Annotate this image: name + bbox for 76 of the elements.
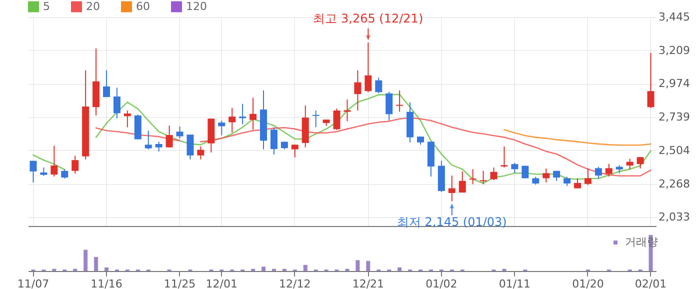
candlestick [574,178,581,189]
candlestick [103,70,110,98]
candlestick [542,168,550,183]
y-tick-label: 3,209 [658,44,690,57]
candlestick [605,163,612,178]
candlestick [344,98,351,122]
candlestick [250,97,257,130]
x-tick-label: 11/07 [17,278,50,289]
bar [303,264,308,271]
candlestick [458,170,466,194]
candlestick [197,146,204,160]
candlestick [469,168,476,185]
candlestick [564,176,571,186]
candlestick [354,70,362,112]
bar [366,260,370,271]
candlestick [396,90,404,112]
candlestick [113,87,120,119]
candlestick [636,156,644,169]
candlestick [239,103,246,125]
x-tick-label: 11/25 [164,278,196,289]
annotation: 최고 3,265 (12/21) [313,12,424,26]
candlestick [291,144,298,158]
y-tick-label: 2,504 [658,144,690,157]
candlestick [626,158,634,170]
x-tick-label: 12/21 [352,278,384,289]
candlestick [72,155,79,174]
candlestick [134,114,142,140]
candlestick [61,168,68,180]
candlestick [364,42,372,93]
candlestick [50,145,58,178]
candlestick [584,168,592,186]
x-tick-label: 02/01 [634,278,667,289]
candlestick [124,110,131,128]
candlestick [312,110,320,128]
candlestick [155,141,162,152]
candlestick [490,166,498,181]
x-tick-label: 01/02 [426,278,458,289]
legend-label: 5 [43,0,50,13]
candlestick [218,120,226,136]
candlestick [386,91,393,122]
x-tick-label: 01/11 [498,278,531,289]
candlestick [270,126,278,155]
annotation: 최저 2,145 (01/03) [396,215,507,230]
y-tick-label: 2,739 [658,110,690,124]
candlestick [480,170,487,185]
candlestick [500,146,508,168]
candlestick [144,130,152,150]
line-series [504,128,652,146]
bar [356,260,360,271]
y-tick-label: 3,445 [658,10,690,24]
y-tick-label: 2,974 [658,77,690,90]
legend-label: 120 [186,0,207,13]
x-tick-label: 12/12 [279,278,311,289]
candlestick [333,108,340,130]
candlestick [375,77,382,94]
legend-label: 60 [136,0,150,13]
candlestick [594,166,602,179]
bar [398,267,402,271]
candlestick [186,134,194,160]
x-tick-label: 01/20 [572,278,604,289]
candlestick [511,162,518,174]
bar [94,256,98,271]
candlestick [30,160,37,183]
x-tick-label: 11/16 [90,278,122,289]
legend-label: 20 [86,0,100,13]
y-tick-label: 2,033 [658,210,690,224]
candlestick [647,52,654,109]
candlestick [448,175,456,202]
y-tick-label: 2,268 [658,177,690,190]
x-tick-label: 12/01 [206,278,238,289]
bar [104,267,108,271]
candlestick [228,107,236,134]
bar [84,250,88,271]
candlestick [176,126,184,139]
bar [262,266,266,271]
candlestick [166,125,173,148]
